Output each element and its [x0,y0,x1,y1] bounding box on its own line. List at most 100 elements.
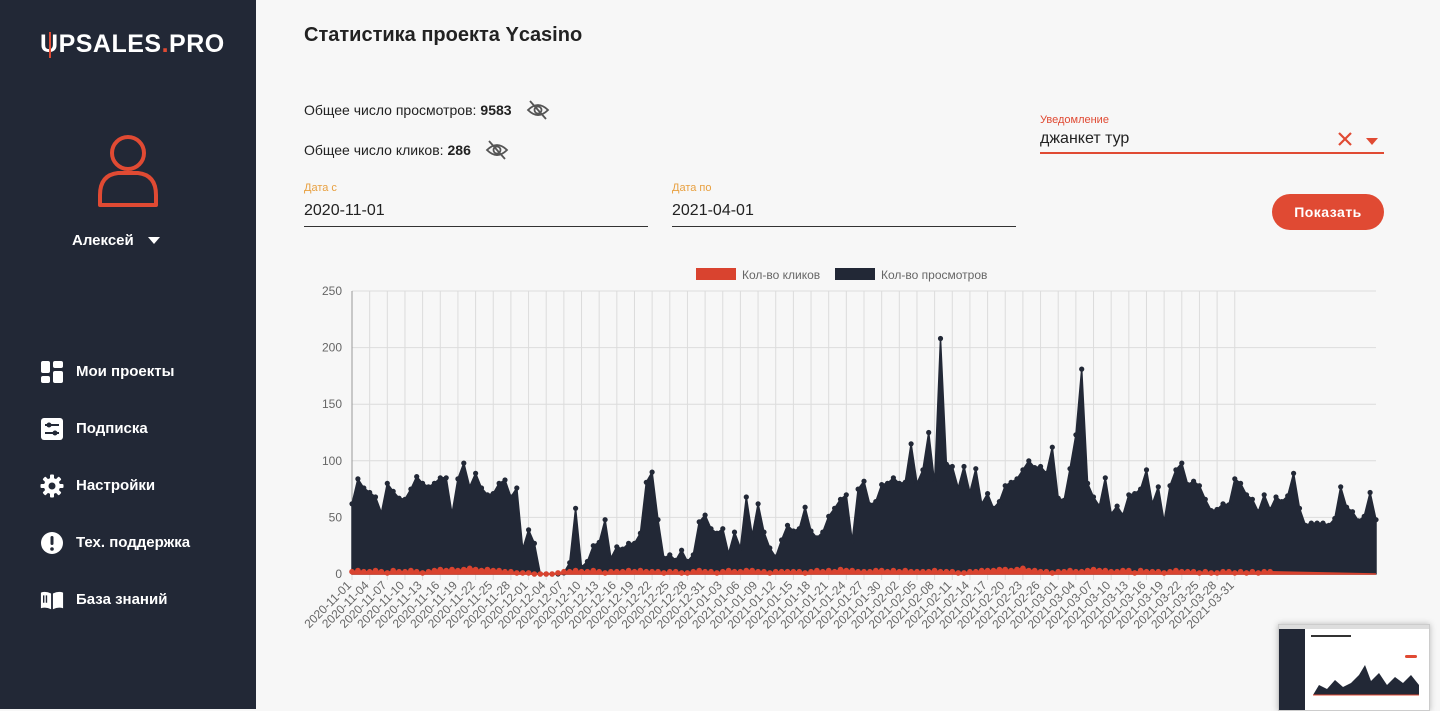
clicks-point [1120,567,1126,574]
eye-off-icon[interactable] [485,138,509,162]
clicks-point [767,570,773,576]
date-to-value: 2021-04-01 [672,202,754,219]
views-point [961,463,967,470]
views-point [949,463,955,470]
views-point [473,470,479,476]
clicks-point [1108,568,1114,575]
clicks-point [984,567,991,574]
views-point [808,528,814,534]
sidebar-item-label: Настройки [76,477,156,494]
views-point [1120,512,1126,518]
clicks-point [849,567,855,574]
clicks-point [413,568,420,575]
views-point [1085,480,1091,486]
clicks-point [1190,568,1197,575]
show-button[interactable]: Показать [1272,194,1384,230]
logo[interactable]: UPSALES.PRO [40,30,225,59]
clicks-point [825,567,832,574]
views-point [649,469,655,475]
views-point [843,492,849,498]
views-point [1102,475,1108,481]
close-icon[interactable] [1336,130,1354,148]
clicks-point [1208,570,1214,576]
views-point [1155,484,1161,490]
clicks-point [955,570,961,576]
sidebar-item-subscription[interactable]: Подписка [40,400,190,457]
sidebar-item-support[interactable]: Тех. поддержка [40,514,190,571]
views-point [1220,501,1226,507]
logo-letter-u: U [40,30,59,58]
views-point [1096,503,1102,509]
date-to-field[interactable]: Дата по 2021-04-01 [672,182,1016,227]
views-point [1126,492,1132,498]
clicks-point [619,568,626,575]
book-icon [40,588,64,612]
clicks-point [708,568,714,575]
views-point [567,560,573,566]
clicks-point [731,568,738,575]
views-value: 9583 [480,102,512,118]
sidebar-item-knowledge[interactable]: База знаний [40,571,190,628]
views-point [378,510,384,516]
y-tick-label: 200 [322,341,342,355]
views-point [1043,470,1049,476]
clicks-point [949,568,956,575]
views-point [696,519,702,525]
clicks-point [1220,568,1226,575]
screenshot-preview-thumbnail[interactable] [1278,624,1430,711]
clicks-point [1149,568,1156,575]
legend-swatch-clicks [696,268,736,280]
views-point [520,546,526,552]
views-point [608,555,614,561]
user-menu[interactable]: Алексей [72,232,160,249]
views-point [1073,432,1079,438]
eye-off-icon[interactable] [526,98,550,122]
notification-select[interactable]: Уведомление джанкет тур [1040,114,1384,154]
clicks-point [814,567,820,574]
chevron-down-icon[interactable] [1366,138,1378,145]
views-point [990,505,997,511]
views-point [1355,518,1361,524]
views-point [1361,513,1367,519]
views-point [1279,499,1285,505]
views-point [614,544,620,550]
clicks-series-area [351,567,1377,575]
clicks-point [537,571,544,577]
views-point [896,480,902,486]
views-point [531,540,537,546]
sidebar-item-settings[interactable]: Настройки [40,457,190,514]
clicks-point [661,570,667,576]
views-point [837,496,844,502]
views-point [590,543,596,549]
views-point [679,547,685,553]
date-to-label: Дата по [672,182,712,194]
sidebar-item-projects[interactable]: Мои проекты [40,343,190,400]
sidebar-item-label: Тех. поддержка [76,534,191,551]
views-point [1249,496,1255,502]
clicks-point [549,571,555,577]
clicks-point [584,568,591,575]
clicks-point [896,568,903,575]
clicks-point [725,567,732,574]
views-point [849,538,855,544]
sidebar-item-label: Подписка [76,420,148,437]
clicks-point [1232,570,1238,576]
sidebar: UPSALES.PRO Алексей Мои проекты Подписка… [0,0,256,709]
views-point [1161,519,1167,525]
clicks-point [902,567,908,574]
views-point [420,480,426,486]
clicks-point [1131,570,1138,576]
clicks-point [478,567,485,574]
views-point [1049,444,1055,450]
views-point [702,512,708,518]
clicks-point [1196,570,1203,576]
clicks-point [1114,568,1120,575]
clicks-point [608,568,614,575]
date-from-field[interactable]: Дата с 2020-11-01 [304,182,648,227]
views-point [1055,495,1061,501]
clicks-point [790,568,797,575]
clicks-point [761,568,767,575]
clicks-point [1014,566,1020,573]
views-point [1332,515,1338,522]
views-series-area [351,337,1377,575]
